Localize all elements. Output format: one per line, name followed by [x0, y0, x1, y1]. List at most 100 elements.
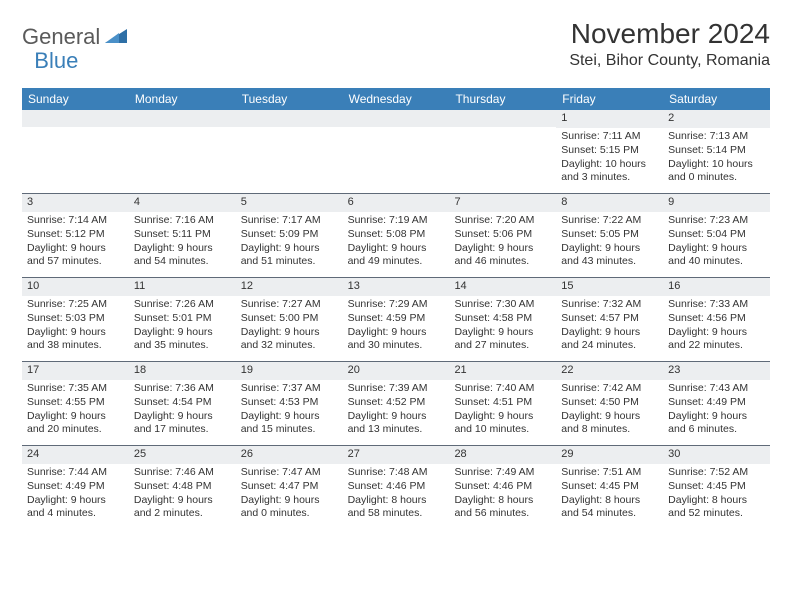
day-cell: 13Sunrise: 7:29 AMSunset: 4:59 PMDayligh…: [343, 278, 450, 361]
sunset-text: Sunset: 4:49 PM: [27, 480, 124, 493]
sunset-text: Sunset: 5:03 PM: [27, 312, 124, 325]
day-body: Sunrise: 7:13 AMSunset: 5:14 PMDaylight:…: [663, 128, 770, 190]
daylight-text: Daylight: 9 hours and 13 minutes.: [348, 410, 445, 436]
day-body: [129, 127, 236, 133]
sunrise-text: Sunrise: 7:26 AM: [134, 298, 231, 311]
sunrise-text: Sunrise: 7:51 AM: [561, 466, 658, 479]
day-cell: 23Sunrise: 7:43 AMSunset: 4:49 PMDayligh…: [663, 362, 770, 445]
sunrise-text: Sunrise: 7:46 AM: [134, 466, 231, 479]
sunset-text: Sunset: 5:08 PM: [348, 228, 445, 241]
dow-tuesday: Tuesday: [236, 88, 343, 110]
day-body: Sunrise: 7:43 AMSunset: 4:49 PMDaylight:…: [663, 380, 770, 442]
day-body: Sunrise: 7:32 AMSunset: 4:57 PMDaylight:…: [556, 296, 663, 358]
sunrise-text: Sunrise: 7:37 AM: [241, 382, 338, 395]
sunset-text: Sunset: 4:46 PM: [348, 480, 445, 493]
daylight-text: Daylight: 9 hours and 38 minutes.: [27, 326, 124, 352]
day-body: [22, 127, 129, 133]
day-number: 24: [22, 446, 129, 464]
sunset-text: Sunset: 5:12 PM: [27, 228, 124, 241]
day-body: [236, 127, 343, 133]
day-number: 7: [449, 194, 556, 212]
daylight-text: Daylight: 9 hours and 4 minutes.: [27, 494, 124, 520]
day-cell: 27Sunrise: 7:48 AMSunset: 4:46 PMDayligh…: [343, 446, 450, 529]
day-number: 23: [663, 362, 770, 380]
title-block: November 2024 Stei, Bihor County, Romani…: [569, 18, 770, 70]
day-number: 18: [129, 362, 236, 380]
day-body: Sunrise: 7:30 AMSunset: 4:58 PMDaylight:…: [449, 296, 556, 358]
daylight-text: Daylight: 10 hours and 3 minutes.: [561, 158, 658, 184]
day-cell: 30Sunrise: 7:52 AMSunset: 4:45 PMDayligh…: [663, 446, 770, 529]
day-cell: 18Sunrise: 7:36 AMSunset: 4:54 PMDayligh…: [129, 362, 236, 445]
week-row: 24Sunrise: 7:44 AMSunset: 4:49 PMDayligh…: [22, 446, 770, 529]
sunset-text: Sunset: 4:49 PM: [668, 396, 765, 409]
day-body: Sunrise: 7:11 AMSunset: 5:15 PMDaylight:…: [556, 128, 663, 190]
daylight-text: Daylight: 8 hours and 54 minutes.: [561, 494, 658, 520]
day-number: 8: [556, 194, 663, 212]
daylight-text: Daylight: 9 hours and 2 minutes.: [134, 494, 231, 520]
day-cell: [129, 110, 236, 193]
daylight-text: Daylight: 8 hours and 52 minutes.: [668, 494, 765, 520]
day-number: 17: [22, 362, 129, 380]
logo-word1: General: [22, 24, 100, 50]
dow-saturday: Saturday: [663, 88, 770, 110]
daylight-text: Daylight: 9 hours and 35 minutes.: [134, 326, 231, 352]
day-body: [343, 127, 450, 133]
day-number: [343, 110, 450, 127]
sunset-text: Sunset: 4:57 PM: [561, 312, 658, 325]
day-body: Sunrise: 7:52 AMSunset: 4:45 PMDaylight:…: [663, 464, 770, 526]
calendar-page: General November 2024 Stei, Bihor County…: [0, 0, 792, 539]
sunset-text: Sunset: 4:54 PM: [134, 396, 231, 409]
day-number: [449, 110, 556, 127]
day-number: 11: [129, 278, 236, 296]
sunrise-text: Sunrise: 7:17 AM: [241, 214, 338, 227]
sunset-text: Sunset: 4:51 PM: [454, 396, 551, 409]
day-number: 9: [663, 194, 770, 212]
weeks-container: 1Sunrise: 7:11 AMSunset: 5:15 PMDaylight…: [22, 110, 770, 529]
daylight-text: Daylight: 9 hours and 0 minutes.: [241, 494, 338, 520]
sunrise-text: Sunrise: 7:39 AM: [348, 382, 445, 395]
month-title: November 2024: [569, 18, 770, 50]
sunset-text: Sunset: 5:15 PM: [561, 144, 658, 157]
day-body: Sunrise: 7:47 AMSunset: 4:47 PMDaylight:…: [236, 464, 343, 526]
day-number: 14: [449, 278, 556, 296]
day-cell: 16Sunrise: 7:33 AMSunset: 4:56 PMDayligh…: [663, 278, 770, 361]
daylight-text: Daylight: 9 hours and 57 minutes.: [27, 242, 124, 268]
day-number: 4: [129, 194, 236, 212]
day-body: Sunrise: 7:48 AMSunset: 4:46 PMDaylight:…: [343, 464, 450, 526]
day-body: Sunrise: 7:35 AMSunset: 4:55 PMDaylight:…: [22, 380, 129, 442]
day-number: 12: [236, 278, 343, 296]
day-body: Sunrise: 7:49 AMSunset: 4:46 PMDaylight:…: [449, 464, 556, 526]
daylight-text: Daylight: 8 hours and 58 minutes.: [348, 494, 445, 520]
sunrise-text: Sunrise: 7:33 AM: [668, 298, 765, 311]
day-cell: 6Sunrise: 7:19 AMSunset: 5:08 PMDaylight…: [343, 194, 450, 277]
daylight-text: Daylight: 8 hours and 56 minutes.: [454, 494, 551, 520]
sunset-text: Sunset: 4:56 PM: [668, 312, 765, 325]
sunrise-text: Sunrise: 7:49 AM: [454, 466, 551, 479]
day-body: Sunrise: 7:44 AMSunset: 4:49 PMDaylight:…: [22, 464, 129, 526]
sunset-text: Sunset: 5:14 PM: [668, 144, 765, 157]
day-cell: 22Sunrise: 7:42 AMSunset: 4:50 PMDayligh…: [556, 362, 663, 445]
sunrise-text: Sunrise: 7:16 AM: [134, 214, 231, 227]
sunset-text: Sunset: 4:55 PM: [27, 396, 124, 409]
sunset-text: Sunset: 5:01 PM: [134, 312, 231, 325]
day-body: Sunrise: 7:14 AMSunset: 5:12 PMDaylight:…: [22, 212, 129, 274]
daylight-text: Daylight: 9 hours and 10 minutes.: [454, 410, 551, 436]
day-number: 28: [449, 446, 556, 464]
sunrise-text: Sunrise: 7:20 AM: [454, 214, 551, 227]
day-body: Sunrise: 7:19 AMSunset: 5:08 PMDaylight:…: [343, 212, 450, 274]
daylight-text: Daylight: 10 hours and 0 minutes.: [668, 158, 765, 184]
sunrise-text: Sunrise: 7:47 AM: [241, 466, 338, 479]
day-cell: 2Sunrise: 7:13 AMSunset: 5:14 PMDaylight…: [663, 110, 770, 193]
sunset-text: Sunset: 4:58 PM: [454, 312, 551, 325]
day-cell: 1Sunrise: 7:11 AMSunset: 5:15 PMDaylight…: [556, 110, 663, 193]
day-cell: 4Sunrise: 7:16 AMSunset: 5:11 PMDaylight…: [129, 194, 236, 277]
sunrise-text: Sunrise: 7:32 AM: [561, 298, 658, 311]
day-number: 26: [236, 446, 343, 464]
dow-thursday: Thursday: [449, 88, 556, 110]
day-cell: 17Sunrise: 7:35 AMSunset: 4:55 PMDayligh…: [22, 362, 129, 445]
sunset-text: Sunset: 5:06 PM: [454, 228, 551, 241]
daylight-text: Daylight: 9 hours and 30 minutes.: [348, 326, 445, 352]
day-cell: 12Sunrise: 7:27 AMSunset: 5:00 PMDayligh…: [236, 278, 343, 361]
daylight-text: Daylight: 9 hours and 27 minutes.: [454, 326, 551, 352]
sunset-text: Sunset: 4:45 PM: [561, 480, 658, 493]
